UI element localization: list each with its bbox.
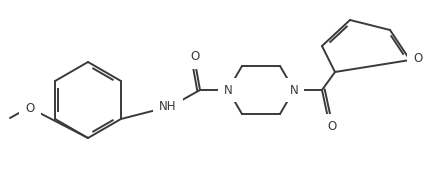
Text: O: O (327, 120, 336, 132)
Text: NH: NH (159, 101, 176, 113)
Text: O: O (190, 50, 199, 64)
Text: N: N (289, 84, 298, 97)
Text: N: N (223, 84, 232, 97)
Text: O: O (412, 52, 422, 65)
Text: O: O (25, 101, 35, 114)
